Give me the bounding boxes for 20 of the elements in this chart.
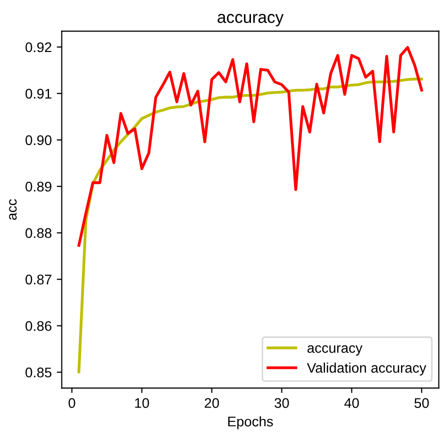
y-tick-label: 0.89 xyxy=(26,182,52,192)
x-tick-label: 40 xyxy=(344,398,359,408)
legend-label: Validation accuracy xyxy=(306,362,426,376)
y-tick-label: 0.88 xyxy=(26,228,52,238)
chart-title: accuracy xyxy=(218,14,284,26)
y-tick-label: 0.90 xyxy=(26,135,52,146)
x-tick-label: 20 xyxy=(204,398,219,408)
y-axis-title: acc xyxy=(9,199,17,220)
y-tick-label: 0.85 xyxy=(26,368,52,378)
y-tick-label: 0.92 xyxy=(26,42,52,52)
legend-label: accuracy xyxy=(307,345,362,356)
y-tick-label: 0.91 xyxy=(26,88,52,99)
x-tick-label: 0 xyxy=(68,398,76,408)
x-axis-title: Epochs xyxy=(228,416,273,430)
x-tick-label: 10 xyxy=(135,398,150,408)
line-series xyxy=(77,46,424,247)
x-tick-label: 30 xyxy=(274,398,289,408)
y-tick-label: 0.87 xyxy=(26,274,52,284)
y-tick-label: 0.86 xyxy=(26,321,52,331)
x-tick-label: 50 xyxy=(414,398,429,408)
